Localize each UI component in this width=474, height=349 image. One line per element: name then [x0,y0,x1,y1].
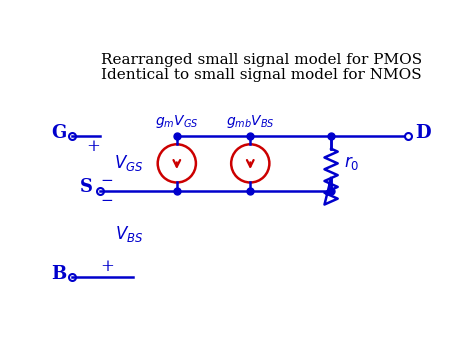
Text: $V_{BS}$: $V_{BS}$ [115,224,143,244]
Text: $g_{mb} V_{BS}$: $g_{mb} V_{BS}$ [226,113,275,130]
Text: $V_{GS}$: $V_{GS}$ [114,154,144,173]
Text: S: S [80,178,93,196]
Text: Identical to small signal model for NMOS: Identical to small signal model for NMOS [101,68,421,82]
Text: $g_m V_{GS}$: $g_m V_{GS}$ [155,113,199,130]
Text: D: D [415,124,430,142]
Text: −: − [100,194,113,208]
Text: +: + [100,259,114,275]
Text: G: G [51,124,66,142]
Text: −: − [100,174,113,188]
Text: $r_0$: $r_0$ [344,154,359,172]
Text: +: + [86,138,100,155]
Text: B: B [51,265,66,283]
Text: Rearranged small signal model for PMOS: Rearranged small signal model for PMOS [101,53,422,67]
